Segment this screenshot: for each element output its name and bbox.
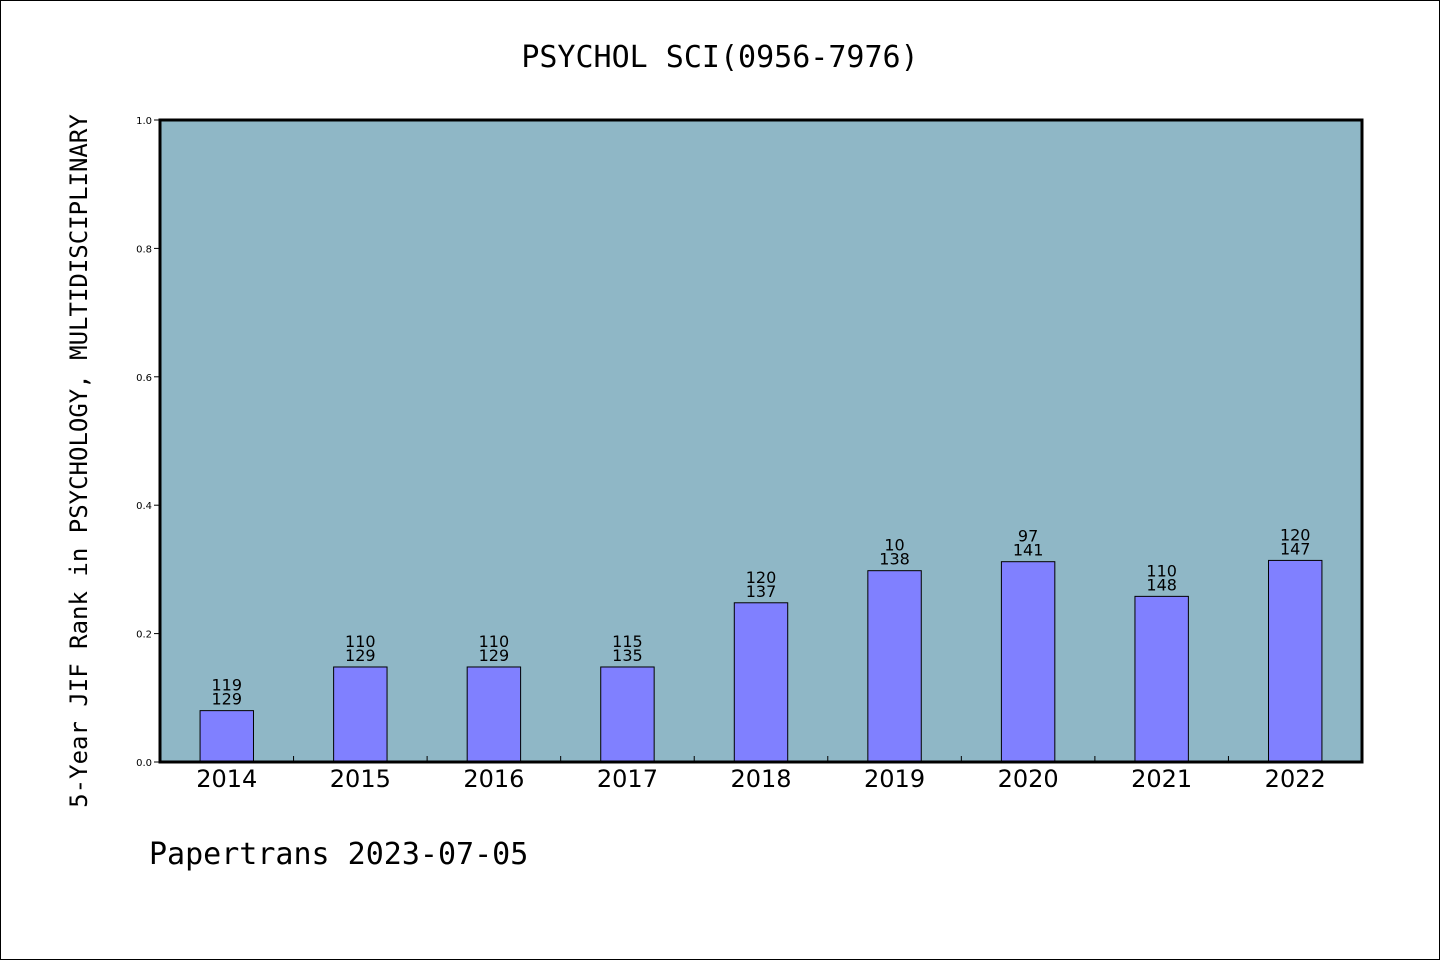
bar-2019 [867,570,922,763]
bar-label-bottom: 138 [879,550,910,569]
bar-label-bottom: 137 [746,582,777,601]
bar-2017 [600,666,655,763]
bar-label-top: 120 [746,568,777,587]
bar-label-top: 110 [479,632,510,651]
x-axis: 2014 2015 2016 2017 2018 2019 2020 2021 2022 [196,756,1326,793]
bar-label-top: 110 [345,632,376,651]
y-tick-label: 1.0 [136,116,152,127]
y-tick-label: 0.4 [136,501,152,512]
bar-2020 [1000,561,1056,763]
bar-2016 [466,666,522,763]
bar-label-bottom: 129 [479,646,510,665]
y-tick-label: 0.8 [136,244,152,255]
bar-2015 [333,666,388,763]
bar-label-bottom: 147 [1280,539,1311,558]
y-tick-label: 0.0 [136,758,152,769]
x-tick-label: 2014 [196,765,257,793]
y-axis-label: 5-Year JIF Rank in PSYCHOLOGY, MULTIDISC… [65,114,93,808]
bar-2022 [1268,559,1323,763]
bar-label-top: 119 [212,676,243,695]
bar-2021 [1134,595,1189,763]
bar-label-top: 115 [612,632,643,651]
x-tick-label: 2022 [1265,765,1326,793]
y-tick-label: 0.2 [136,630,152,641]
footer-text: Papertrans 2023-07-05 [149,837,528,872]
x-tick-label: 2015 [330,765,391,793]
bar-label-top: 120 [1280,525,1311,544]
x-tick-label: 2019 [864,765,925,793]
bar-label-bottom: 135 [612,646,643,665]
bar-label-bottom: 141 [1013,541,1044,560]
x-tick-label: 2021 [1131,765,1192,793]
bar-label-bottom: 129 [212,690,243,709]
bar-label-top: 10 [884,536,904,555]
bar-label-bottom: 148 [1146,575,1177,594]
bar-label-top: 97 [1018,527,1038,546]
x-tick-label: 2016 [463,765,524,793]
y-tick-label: 0.6 [136,373,152,384]
bar-label-bottom: 129 [345,646,376,665]
bar-label-top: 110 [1146,561,1177,580]
bars: 1191291101291101291151351201371013897141… [199,525,1323,763]
bar-2014 [199,710,254,763]
y-axis: 0.0 0.2 0.4 0.6 0.8 1.0 [136,116,160,769]
plot-border [158,118,1364,764]
x-tick-label: 2018 [730,765,791,793]
chart-title: PSYCHOL SCI(0956-7976) [521,40,918,75]
x-tick-label: 2017 [597,765,658,793]
bar-2018 [733,602,789,763]
x-tick-label: 2020 [998,765,1059,793]
